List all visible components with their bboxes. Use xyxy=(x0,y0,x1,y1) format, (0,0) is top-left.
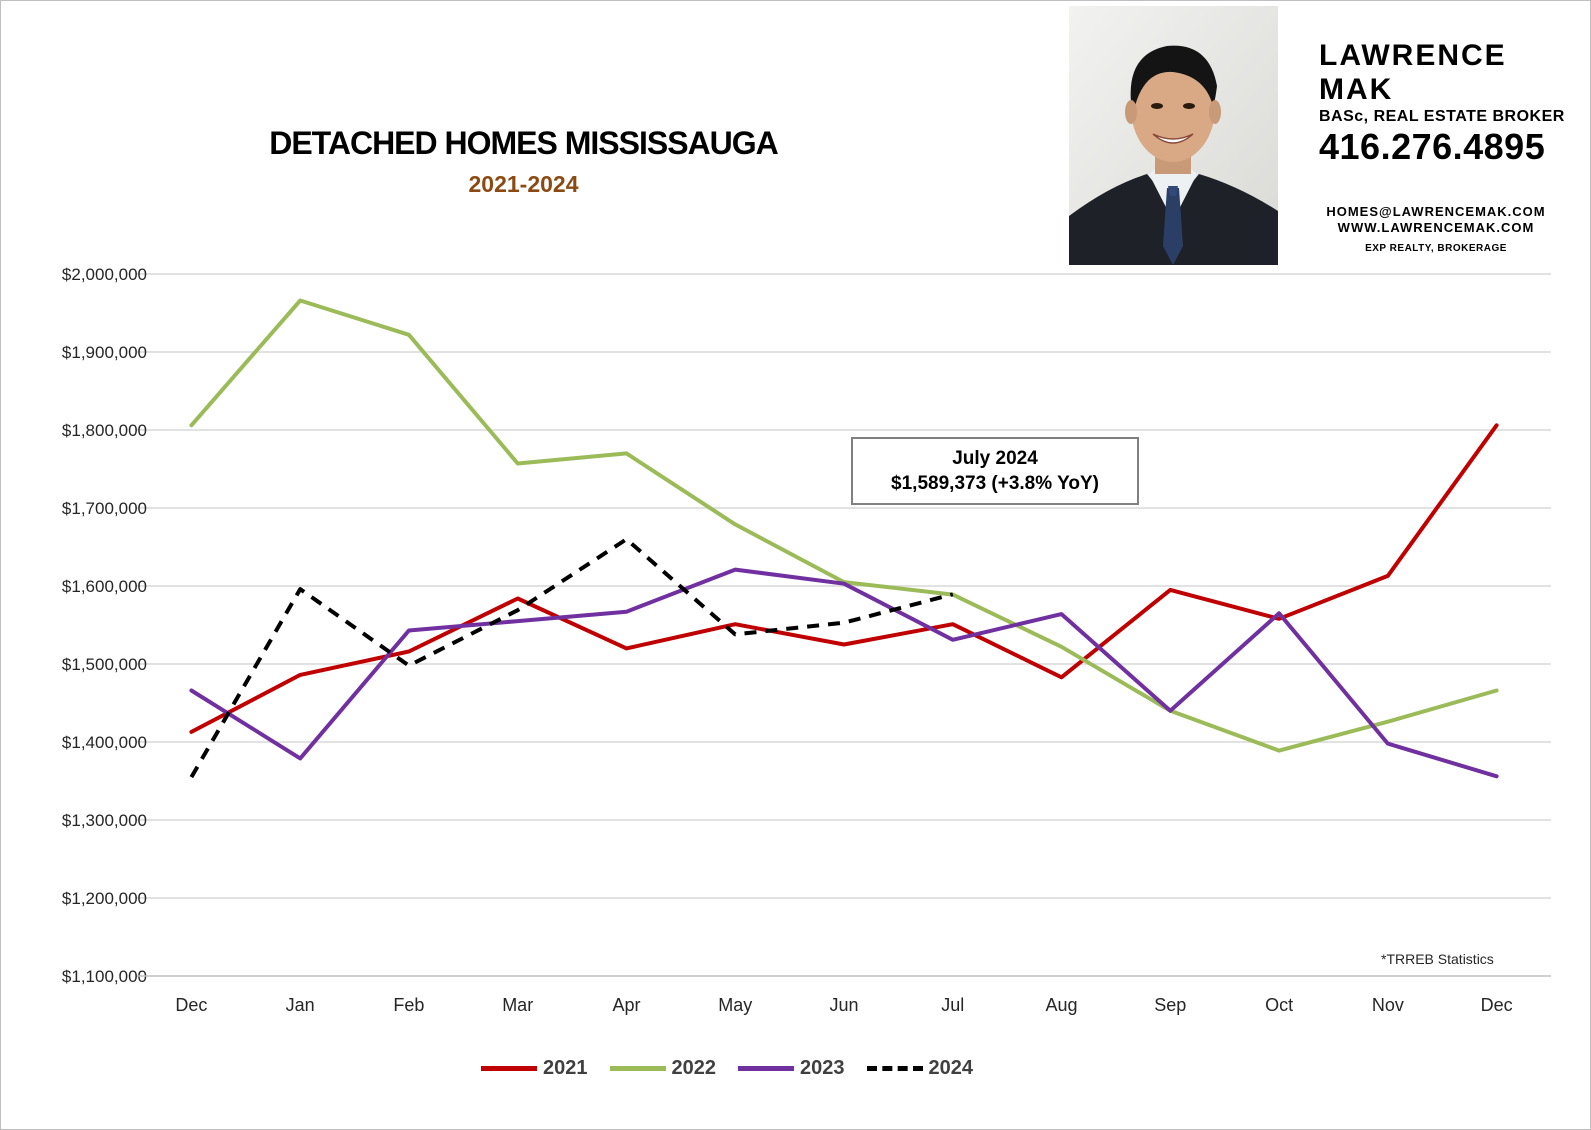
legend-label-2022: 2022 xyxy=(671,1057,717,1079)
x-tick-label: Dec xyxy=(1481,995,1513,1015)
agent-phone: 416.276.4895 xyxy=(1319,126,1546,167)
series-line-2023 xyxy=(189,567,1499,779)
series-lines xyxy=(189,298,1499,779)
x-tick-label: Apr xyxy=(612,995,640,1015)
legend-label-2023: 2023 xyxy=(800,1057,845,1079)
series-line-2022 xyxy=(189,298,1499,753)
axes: $1,100,000 $1,200,000 $1,300,000 $1,400,000… xyxy=(62,265,1551,1015)
series-line-2021 xyxy=(189,423,1499,734)
legend-swatch-2024 xyxy=(866,1066,923,1071)
agent-email: HOMES@LAWRENCEMAK.COM xyxy=(1326,204,1546,219)
source-note: *TRREB Statistics xyxy=(1381,951,1494,967)
x-tick-label: Jun xyxy=(829,995,858,1015)
legend-swatch-2022 xyxy=(609,1066,666,1071)
chart-title: DETACHED HOMES MISSISSAUGA xyxy=(269,125,779,161)
legend-swatch-2023 xyxy=(738,1066,794,1071)
legend-item-2022: 2022 xyxy=(609,1057,717,1080)
x-tick-label: Aug xyxy=(1046,995,1078,1015)
x-tick-label: Dec xyxy=(175,995,207,1015)
chart-subtitle: 2021-2024 xyxy=(468,171,579,197)
y-tick-label: $1,500,000 xyxy=(62,655,147,674)
legend-item-2021: 2021 xyxy=(481,1057,588,1080)
y-tick-label: $2,000,000 xyxy=(62,265,147,284)
y-tick-label: $1,200,000 xyxy=(62,889,147,908)
series-line-2024 xyxy=(189,537,954,779)
annotation-callout: July 2024 $1,589,373 (+3.8% YoY) xyxy=(851,437,1139,505)
agent-info: LAWRENCE MAK BASc, REAL ESTATE BROKER 41… xyxy=(1319,39,1590,168)
annotation-value: $1,589,373 (+3.8% YoY) xyxy=(891,473,1099,494)
y-tick-label: $1,600,000 xyxy=(62,577,147,596)
annotation-title: July 2024 xyxy=(952,448,1038,469)
x-tick-label: Oct xyxy=(1265,995,1293,1015)
legend-swatch-2021 xyxy=(481,1066,537,1071)
x-tick-label: Sep xyxy=(1154,995,1186,1015)
y-tick-label: $1,900,000 xyxy=(62,343,147,362)
x-tick-label: Jan xyxy=(286,995,315,1015)
y-tick-label: $1,800,000 xyxy=(62,421,147,440)
agent-brokerage: EXP REALTY, BROKERAGE xyxy=(1365,243,1507,254)
x-tick-label: May xyxy=(718,995,752,1015)
agent-website: WWW.LAWRENCEMAK.COM xyxy=(1337,220,1535,235)
x-tick-label: Jul xyxy=(941,995,964,1015)
legend-label-2021: 2021 xyxy=(543,1057,588,1079)
y-tick-label: $1,700,000 xyxy=(62,499,147,518)
y-tick-label: $1,300,000 xyxy=(62,811,147,830)
legend-item-2024: 2024 xyxy=(866,1057,974,1080)
agent-credentials: BASc, REAL ESTATE BROKER xyxy=(1319,108,1565,125)
x-tick-label: Mar xyxy=(502,995,533,1015)
legend-item-2023: 2023 xyxy=(738,1057,845,1080)
agent-name: LAWRENCE MAK xyxy=(1319,39,1507,106)
x-tick-label: Feb xyxy=(393,995,424,1015)
y-tick-label: $1,400,000 xyxy=(62,733,147,752)
gridlines xyxy=(137,273,1551,899)
y-tick-label: $1,100,000 xyxy=(62,967,147,986)
agent-photo xyxy=(1069,6,1278,265)
legend: 2021 2022 2023 2024 xyxy=(481,1057,995,1080)
x-tick-label: Nov xyxy=(1372,995,1404,1015)
legend-label-2024: 2024 xyxy=(928,1057,974,1079)
